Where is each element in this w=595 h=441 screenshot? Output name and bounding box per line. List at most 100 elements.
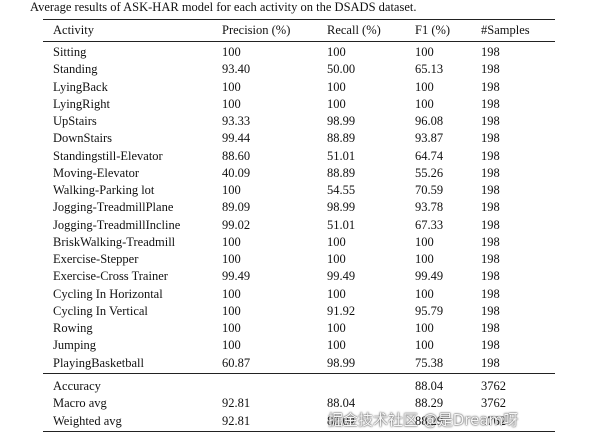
header-cell: Recall (%) xyxy=(327,23,381,37)
table-cell: 55.26 xyxy=(415,165,444,180)
table-cell: 100 xyxy=(222,96,241,111)
table-cell: 100 xyxy=(327,321,346,335)
table-cell: 70.59 xyxy=(415,183,444,197)
table-cell: 98.99 xyxy=(327,355,356,370)
table-cell: 89.09 xyxy=(222,200,251,215)
table-cell: 100 xyxy=(327,286,346,301)
table-cell: 95.79 xyxy=(415,303,444,318)
summary-cell: 88.04 xyxy=(415,379,444,393)
summary-cell: 92.81 xyxy=(222,396,251,411)
table-cell: 198 xyxy=(481,252,500,266)
summary-rule xyxy=(43,373,555,374)
table-cell: 98.99 xyxy=(327,200,356,215)
table-cell: 198 xyxy=(481,286,500,301)
table-cell: 93.33 xyxy=(222,114,251,128)
summary-cell: 92.81 xyxy=(222,413,251,428)
table-cell: Standing xyxy=(53,62,98,77)
watermark: 掘金技术社区 @是Dream呀 xyxy=(328,411,519,429)
table-cell: Jogging-TreadmillIncline xyxy=(53,217,181,232)
bottom-rule xyxy=(43,431,555,433)
table-cell: 96.08 xyxy=(415,114,444,128)
header-cell: F1 (%) xyxy=(415,23,451,37)
table-cell: 198 xyxy=(481,200,500,215)
table-cell: 99.49 xyxy=(222,269,251,284)
table-cell: 198 xyxy=(481,321,500,335)
table-cell: 51.01 xyxy=(327,148,356,163)
table-cell: PlayingBasketball xyxy=(53,355,144,370)
summary-cell: Weighted avg xyxy=(53,413,122,428)
table-cell: Standingstill-Elevator xyxy=(53,148,163,163)
table-cell: 88.89 xyxy=(327,165,356,180)
table-cell: 100 xyxy=(222,252,241,266)
table-cell: 100 xyxy=(415,286,434,301)
table-cell: 100 xyxy=(222,183,241,197)
summary-cell: 88.29 xyxy=(415,396,444,411)
table-cell: 198 xyxy=(481,165,500,180)
table-cell: 99.02 xyxy=(222,217,251,232)
header-cell: #Samples xyxy=(481,23,530,37)
table-cell: 50.00 xyxy=(327,62,356,77)
table-cell: 91.92 xyxy=(327,303,356,318)
table-cell: 65.13 xyxy=(415,62,444,77)
table-cell: 100 xyxy=(327,79,346,94)
table-cell: 100 xyxy=(222,303,241,318)
header-cell: Precision (%) xyxy=(222,23,291,37)
table-cell: 198 xyxy=(481,217,500,232)
table-cell: 100 xyxy=(415,252,434,266)
table-cell: 100 xyxy=(415,234,434,249)
summary-cell: Accuracy xyxy=(53,379,101,393)
summary-cell: 3762 xyxy=(481,396,506,411)
table-cell: Cycling In Vertical xyxy=(53,303,148,318)
table-cell: 93.87 xyxy=(415,131,444,146)
table-cell: 100 xyxy=(327,252,346,266)
table-cell: 100 xyxy=(222,321,241,335)
table-cell: BriskWalking-Treadmill xyxy=(53,234,176,249)
table-cell: UpStairs xyxy=(53,114,97,128)
table-cell: 100 xyxy=(222,79,241,94)
table-cell: 198 xyxy=(481,183,500,197)
table-cell: 60.87 xyxy=(222,355,251,370)
table-cell: 100 xyxy=(327,338,346,353)
table-cell: 198 xyxy=(481,79,500,94)
table-cell: Moving-Elevator xyxy=(53,165,140,180)
table-cell: 67.33 xyxy=(415,217,444,232)
table-cell: 100 xyxy=(415,79,434,94)
table-cell: 93.40 xyxy=(222,62,251,77)
table-cell: 99.49 xyxy=(327,269,356,284)
table-cell: 51.01 xyxy=(327,217,356,232)
table-cell: LyingRight xyxy=(53,96,110,111)
table-cell: 100 xyxy=(415,321,434,335)
table-cell: 98.99 xyxy=(327,114,356,128)
table-cell: Cycling In Horizontal xyxy=(53,286,163,301)
table-cell: 99.49 xyxy=(415,269,444,284)
caption: Average results of ASK-HAR model for eac… xyxy=(30,0,417,14)
table-cell: 198 xyxy=(481,131,500,146)
table-cell: 198 xyxy=(481,62,500,77)
summary-cell: 88.29 xyxy=(415,413,444,428)
table-cell: Walking-Parking lot xyxy=(53,183,155,197)
table-cell: 100 xyxy=(415,338,434,353)
table-cell: 88.60 xyxy=(222,148,251,163)
summary-cell: 88.04 xyxy=(327,413,356,428)
summary-cell: 88.04 xyxy=(327,396,356,411)
table-cell: Jumping xyxy=(53,338,97,353)
table-cell: 88.89 xyxy=(327,131,356,146)
table-cell: 40.09 xyxy=(222,165,251,180)
table-cell: 198 xyxy=(481,269,500,284)
table-cell: 198 xyxy=(481,114,500,128)
table-cell: Exercise-Cross Trainer xyxy=(53,269,168,284)
table-cell: LyingBack xyxy=(53,79,108,94)
header-cell: Activity xyxy=(53,23,94,37)
table-cell: Jogging-TreadmillPlane xyxy=(53,200,174,215)
table-cell: Rowing xyxy=(53,321,93,335)
summary-cell: Macro avg xyxy=(53,396,107,411)
table-cell: 100 xyxy=(327,45,346,59)
top-rule xyxy=(43,19,555,21)
table-cell: 64.74 xyxy=(415,148,444,163)
table-cell: 100 xyxy=(327,234,346,249)
header-rule xyxy=(43,41,555,42)
table-cell: Sitting xyxy=(53,45,87,59)
table-cell: 100 xyxy=(415,96,434,111)
table-cell: 75.38 xyxy=(415,355,444,370)
